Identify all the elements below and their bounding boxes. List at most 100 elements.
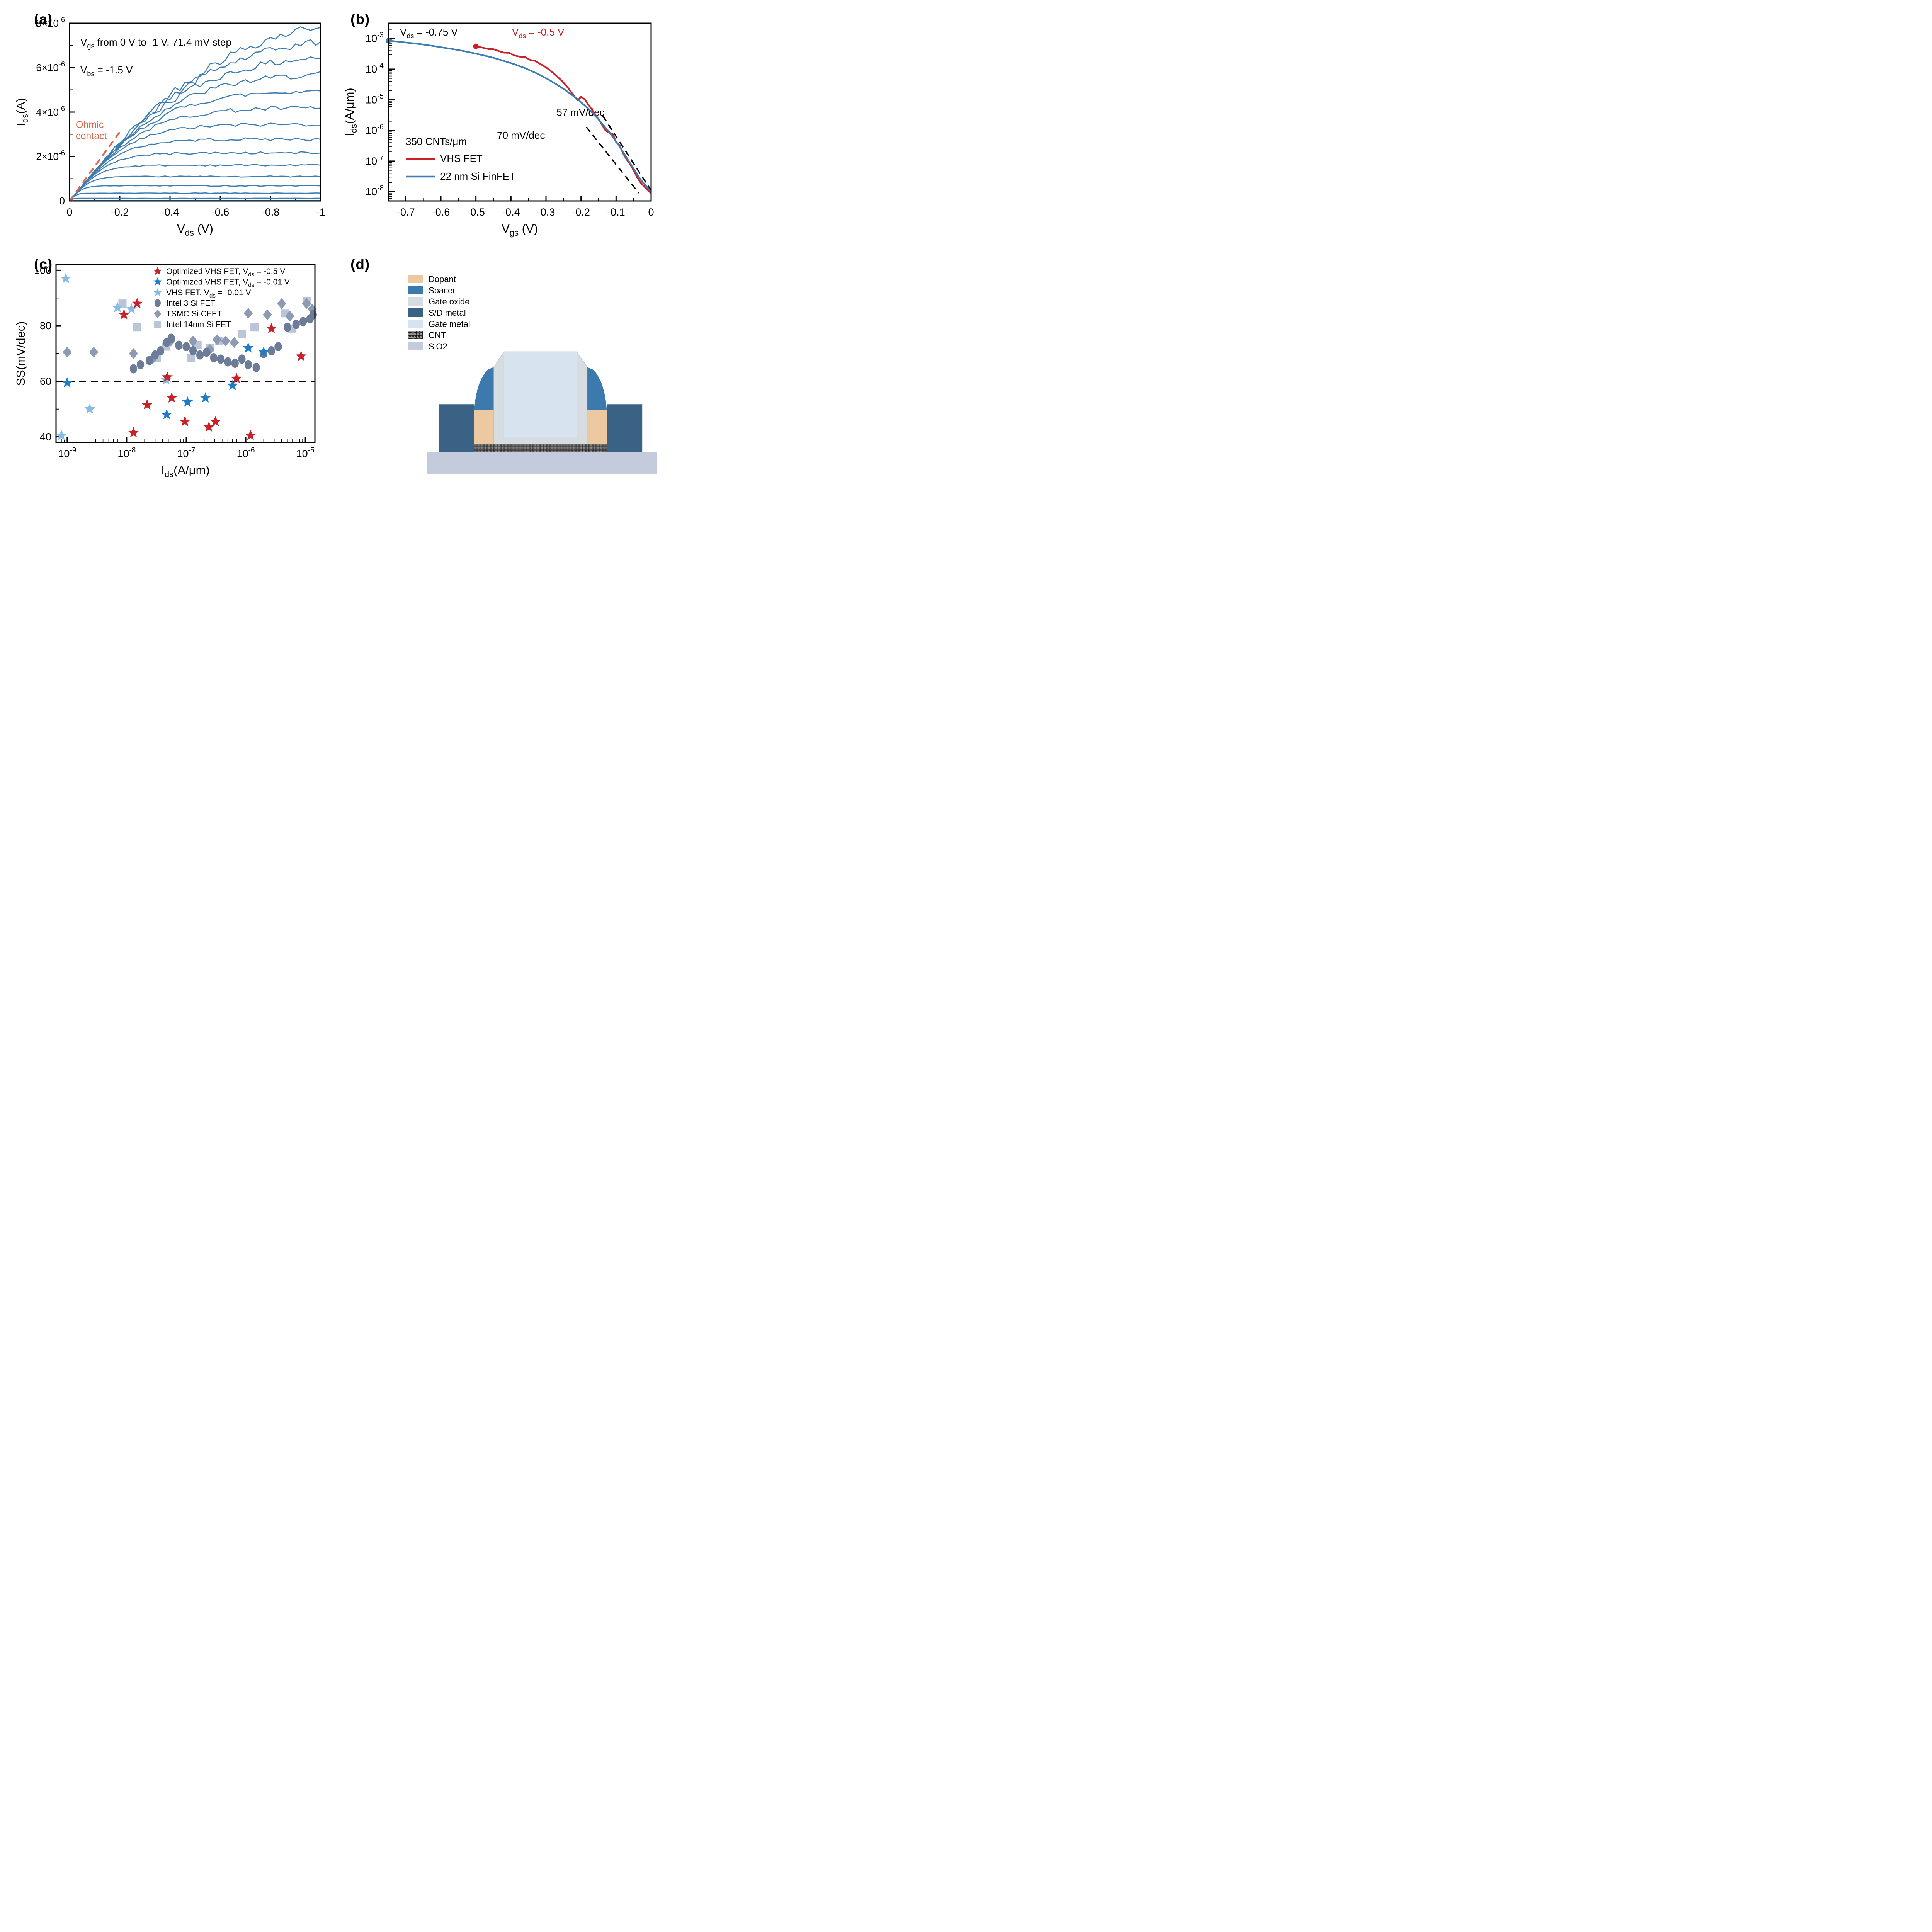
ids-vds-curve-13 [69,197,321,202]
data-point-2 [60,272,71,284]
ids-vds-curve-6 [69,122,321,201]
data-point-3 [145,355,153,365]
device-cross-section [427,351,657,474]
data-point-3 [136,360,145,369]
y-tick-label-1: 80 [40,320,51,332]
data-point-3 [267,346,276,355]
data-point-1 [61,377,73,388]
data-point-5 [187,354,195,362]
data-point-2 [84,403,95,414]
data-point-4 [188,335,198,347]
curve-annotation-0: Vds = -0.75 V [400,26,458,40]
data-point-0 [210,416,221,427]
data-point-1 [227,379,238,390]
y-tick-label-0: 10-3 [366,31,384,44]
ids-vds-curve-2 [69,56,321,201]
data-point-3 [217,354,224,364]
panel-c: (c) 10-9 10-8 10-7 10-6 10-5 100 80 60 40 Ids(A/μ… [12,249,325,487]
data-point-4 [243,308,253,319]
x-tick-label-2: -0.4 [161,206,179,218]
sio2-substrate [427,452,657,474]
x-tick-label-3: -0.4 [502,206,520,218]
data-point-4 [302,298,311,309]
x-tick-label-6: -0.1 [607,206,625,218]
data-point-3 [175,340,183,350]
data-point-4 [62,347,72,358]
legend-marker-3 [155,299,161,307]
legend-marker-2 [153,288,162,296]
data-point-3 [189,346,197,355]
data-point-5 [133,323,141,332]
legend-swatch-3 [408,308,423,317]
data-point-4 [212,334,222,345]
legend-marker-5 [154,321,161,328]
panel-c-label: (c) [34,256,53,272]
x-tick-label-3: -0.6 [211,206,230,218]
data-point-3 [151,350,159,360]
x-axis-label: Vgs (V) [502,222,538,238]
data-point-1 [243,342,254,353]
legend-swatch-0 [408,275,423,283]
data-point-3 [284,322,291,332]
panel-a-label: (a) [34,11,53,27]
data-point-3 [203,347,211,357]
data-point-1 [161,409,172,420]
legend-swatch-1 [408,286,423,294]
legend-marker-1 [153,277,162,286]
x-tick-label-4: 10-5 [296,446,315,459]
legend-label-1: Spacer [429,286,456,295]
data-point-3 [210,353,218,362]
data-point-1 [258,346,269,357]
x-tick-label-4: -0.3 [537,206,555,218]
slope-label-1: 70 mV/dec [497,129,545,141]
vbs-note: Vbs = -1.5 V [80,64,133,78]
data-point-3 [309,310,317,320]
data-point-4 [262,309,272,320]
data-point-0 [296,350,307,361]
data-point-3 [238,354,246,364]
x-tick-label-1: 10-8 [117,446,136,459]
data-point-4 [221,335,230,347]
x-tick-label-2: -0.5 [467,206,485,218]
legend-label-0: VHS FET [440,153,483,164]
data-point-0 [203,421,214,432]
ids-vds-curve-8 [69,151,321,201]
ids-vds-curve-7 [69,137,321,201]
ids-vds-curve-10 [69,175,321,201]
legend-label-5: CNT [429,330,446,340]
data-point-3 [252,362,260,372]
spacer-right [587,367,607,410]
y-tick-label-5: 10-8 [366,184,384,197]
panel-b-label: (b) [350,11,370,27]
data-point-0 [179,416,190,427]
x-tick-label-5: -0.2 [572,206,590,218]
data-point-5 [118,299,127,308]
plot-border [69,22,321,202]
y-tick-label-1: 10-4 [366,62,384,75]
y-tick-label-0: 8×10-6 [36,16,65,29]
sd-metal-right [607,404,643,452]
data-point-5 [250,323,259,332]
y-axis-label: SS(mV/dec) [14,321,27,386]
legend-swatch-4 [408,320,423,328]
x-axis-label: Vds (V) [177,222,213,238]
data-point-0 [131,298,143,308]
gate-metal [503,351,577,438]
legend-label-2: VHS FET, Vds = -0.01 V [166,288,251,299]
ids-vds-curve-5 [69,105,321,201]
data-point-3 [274,342,282,352]
y-tick-label-4: 0 [60,195,65,207]
x-tick-label-0: 0 [66,206,72,218]
ids-vds-curve-12 [69,192,321,201]
curve-start-dot-0 [473,43,479,49]
ohmic-contact-label-0: Ohmic [76,119,104,130]
data-point-1 [182,396,193,407]
spacer-left [474,367,494,410]
legend-label-3: Intel 3 Si FET [166,299,215,308]
panel-a-chart: 0 -0.2 -0.4 -0.6 -0.8 -1 8×10-6 6×10-6 4×10-6 2×1… [14,16,325,238]
data-point-0 [166,392,177,403]
data-point-3 [292,320,300,329]
legend-label-1: Optimized VHS FET, Vds = -0.01 V [166,278,290,289]
dopant-left [474,410,494,444]
panel-c-chart: 10-9 10-8 10-7 10-6 10-5 100 80 60 40 Ids(A/μm) SS… [14,264,317,479]
